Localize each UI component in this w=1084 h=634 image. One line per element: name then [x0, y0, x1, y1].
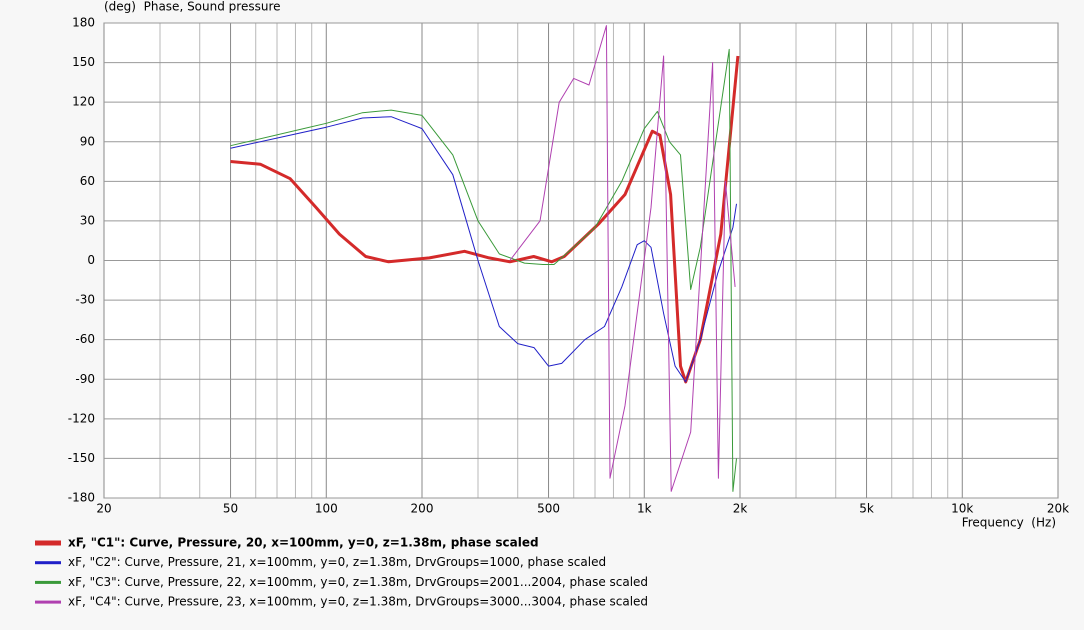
- y-tick-label: -180: [68, 491, 95, 505]
- y-tick-label: 90: [80, 134, 95, 148]
- x-tick-label: 500: [537, 502, 560, 516]
- x-tick-label: 2k: [733, 502, 748, 516]
- x-tick-label: 50: [223, 502, 238, 516]
- legend-entry: xF, "C1": Curve, Pressure, 20, x=100mm, …: [68, 536, 539, 550]
- x-tick-label: 200: [411, 502, 434, 516]
- y-tick-label: -120: [68, 411, 95, 425]
- y-tick-label: 30: [80, 213, 95, 227]
- y-tick-label: 120: [72, 95, 95, 109]
- legend-swatch: [35, 540, 61, 546]
- series-line: [509, 25, 736, 492]
- y-tick-label: 60: [80, 174, 95, 188]
- legend-swatch: [35, 600, 61, 604]
- legend-swatch: [35, 561, 61, 565]
- y-tick-label: -30: [75, 293, 95, 307]
- series-line: [230, 55, 740, 384]
- x-tick-label: 20: [96, 502, 111, 516]
- y-axis-label: (deg) Phase, Sound pressure: [104, 0, 281, 14]
- x-tick-label: 5k: [859, 502, 874, 516]
- series-line: [230, 116, 737, 383]
- x-tick-label: 10k: [951, 502, 973, 516]
- x-tick-label: 20k: [1047, 502, 1069, 516]
- y-tick-label: 180: [72, 16, 95, 30]
- legend-entry: xF, "C2": Curve, Pressure, 21, x=100mm, …: [68, 555, 606, 569]
- legend-entry: xF, "C4": Curve, Pressure, 23, x=100mm, …: [68, 595, 648, 609]
- y-tick-label: -60: [75, 332, 95, 346]
- y-tick-label: -90: [75, 372, 95, 386]
- legend-entry: xF, "C3": Curve, Pressure, 22, x=100mm, …: [68, 575, 648, 589]
- legend-swatch: [35, 580, 61, 584]
- x-tick-label: 100: [315, 502, 338, 516]
- x-tick-label: 1k: [637, 502, 652, 516]
- x-axis-label: Frequency (Hz): [962, 516, 1056, 530]
- y-tick-label: 150: [72, 55, 95, 69]
- y-tick-label: 0: [87, 253, 95, 267]
- y-tick-label: -150: [68, 451, 95, 465]
